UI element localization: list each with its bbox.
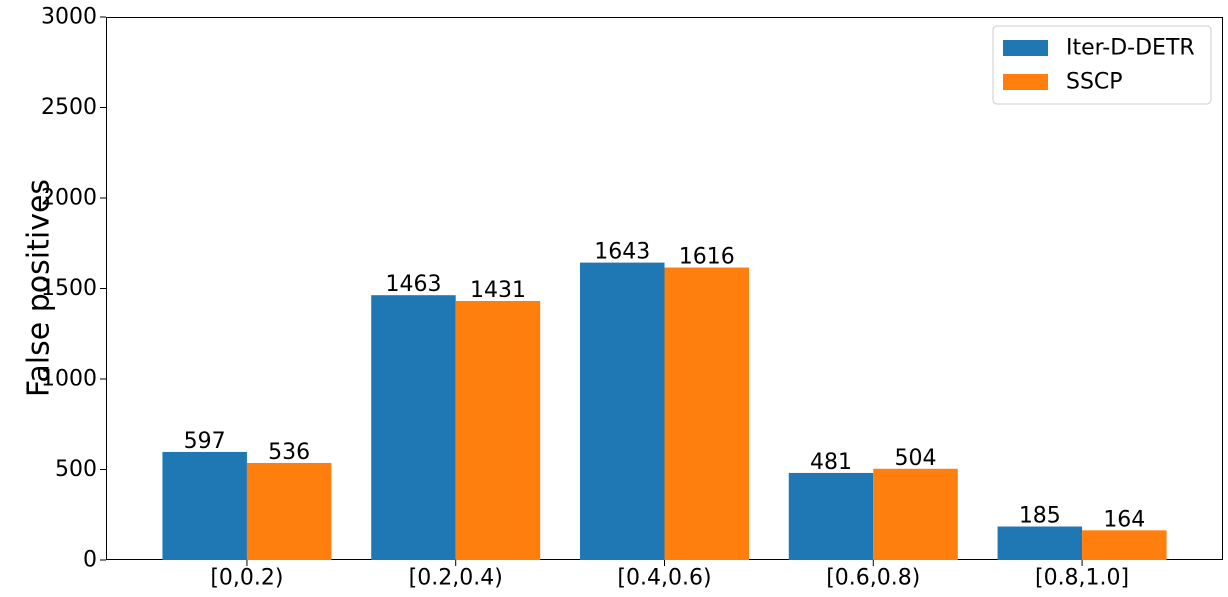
bar-value-label: 597 — [184, 429, 226, 454]
legend: Iter-D-DETR SSCP — [992, 25, 1212, 105]
legend-swatch — [1003, 74, 1048, 90]
y-tick-label: 3000 — [41, 5, 97, 30]
x-tick-label: [0.4,0.6) — [617, 566, 711, 591]
bar-sscp — [246, 462, 332, 560]
bar-value-label: 481 — [810, 450, 852, 475]
bar-sscp — [455, 300, 541, 560]
bar-value-labels: 597 536 1463 1431 1643 1616 481 504 185 164 — [184, 240, 1146, 533]
bar-value-label: 504 — [895, 446, 937, 471]
y-axis-ticks: 0 500 1000 1500 2000 2500 3000 — [41, 5, 106, 573]
x-tick-label: [0,0.2) — [210, 566, 283, 591]
bar-sscp — [873, 468, 958, 560]
y-tick-label: 1500 — [41, 276, 97, 301]
bar-iter-d-detr — [162, 451, 247, 560]
bar-value-label: 1643 — [594, 240, 650, 265]
y-tick-label: 500 — [55, 457, 97, 482]
y-tick-label: 0 — [83, 548, 97, 573]
y-tick-label: 1000 — [41, 367, 97, 392]
x-axis-ticks: [0,0.2) [0.2,0.4) [0.4,0.6) [0.6,0.8) [0.8,1… — [210, 560, 1129, 591]
bar-value-label: 1616 — [679, 245, 735, 270]
bar-value-label: 536 — [268, 440, 310, 465]
bar-value-label: 1431 — [470, 278, 526, 303]
bars — [162, 262, 1167, 560]
legend-label: SSCP — [1066, 70, 1123, 95]
bar-sscp — [1082, 530, 1167, 560]
y-axis-title: False positives — [22, 179, 57, 397]
legend-label: Iter-D-DETR — [1066, 36, 1195, 61]
bar-sscp — [664, 267, 749, 560]
bar-iter-d-detr — [371, 295, 456, 560]
bar-value-label: 185 — [1019, 504, 1061, 529]
bar-value-label: 1463 — [385, 272, 441, 297]
bar-iter-d-detr — [788, 472, 874, 560]
bar-value-label: 164 — [1103, 507, 1145, 532]
y-tick-label: 2000 — [41, 186, 97, 211]
x-tick-label: [0.6,0.8) — [826, 566, 920, 591]
bar-iter-d-detr — [580, 262, 665, 560]
x-tick-label: [0.8,1.0] — [1035, 566, 1129, 591]
x-tick-label: [0.2,0.4) — [409, 566, 503, 591]
bar-iter-d-detr — [997, 526, 1083, 560]
plot-area: 0 500 1000 1500 2000 2500 3000 [0,0.2) [0.2,0.4… — [41, 5, 1223, 591]
legend-swatch — [1003, 40, 1048, 56]
y-tick-label: 2500 — [41, 95, 97, 120]
